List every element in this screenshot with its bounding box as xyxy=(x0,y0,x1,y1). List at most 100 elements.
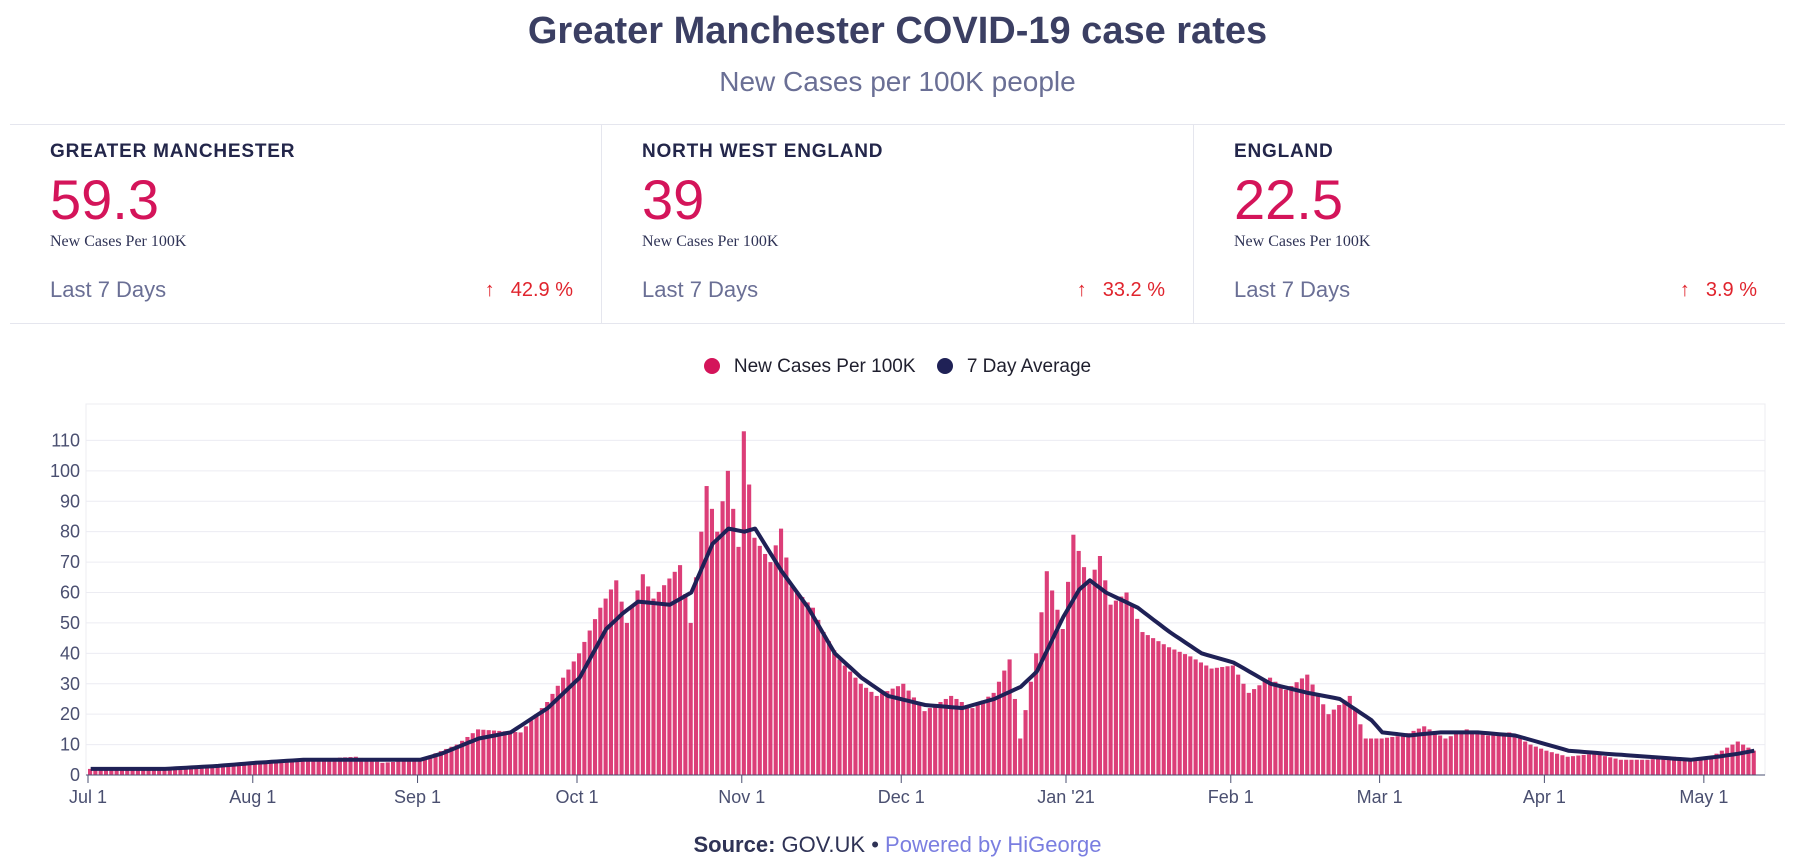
daily-bar xyxy=(226,765,231,775)
daily-bar xyxy=(1034,653,1039,775)
daily-bar xyxy=(1363,738,1368,775)
x-tick-label: Dec 1 xyxy=(878,787,925,807)
daily-bar xyxy=(1299,678,1305,775)
daily-bar xyxy=(1188,656,1193,775)
daily-bar xyxy=(672,571,677,775)
daily-bar xyxy=(1103,580,1108,775)
daily-bar xyxy=(757,545,762,775)
daily-bar xyxy=(1406,733,1411,775)
footer: Source: GOV.UK • Powered by HiGeorge xyxy=(0,832,1795,858)
daily-bar xyxy=(810,607,815,775)
daily-bar xyxy=(114,768,119,775)
legend-dot-icon xyxy=(936,358,953,374)
daily-bar xyxy=(1475,732,1480,775)
change-value: 3.9 % xyxy=(1705,279,1757,301)
card-unit: New Cases Per 100K xyxy=(50,233,187,250)
daily-bar xyxy=(183,767,188,775)
daily-bar xyxy=(603,598,608,775)
daily-bar xyxy=(173,768,178,775)
legend-item-7-day-average[interactable]: 7 Day Average xyxy=(936,356,1091,378)
daily-bar xyxy=(1714,753,1719,775)
chart-legend: New Cases Per 100K 7 Day Average xyxy=(0,356,1795,378)
daily-bar xyxy=(1182,654,1188,775)
daily-bar xyxy=(305,759,311,775)
daily-bar xyxy=(842,665,847,775)
daily-bar xyxy=(608,589,614,775)
arrow-up-icon: ↑ xyxy=(1076,279,1087,301)
daily-bar xyxy=(869,691,874,775)
daily-bar xyxy=(215,765,220,775)
daily-bar xyxy=(709,508,715,775)
daily-bar xyxy=(1326,714,1331,775)
daily-bar xyxy=(236,764,241,775)
card-change: ↑ 42.9 % xyxy=(485,279,573,302)
daily-bar xyxy=(778,528,784,775)
x-tick-label: Feb 1 xyxy=(1208,787,1254,807)
y-tick-label: 100 xyxy=(50,461,80,481)
daily-bar xyxy=(534,714,539,775)
daily-bar xyxy=(476,729,481,775)
case-rate-chart: 0 10 20 30 40 50 60 70 80 90 100 110 Jul 1 Aug 1 Sep 1… xyxy=(50,403,1766,807)
daily-bar xyxy=(529,720,534,775)
daily-bar xyxy=(348,757,353,775)
daily-bar xyxy=(1570,756,1576,775)
daily-bar xyxy=(1018,738,1023,775)
daily-bar xyxy=(1246,692,1251,775)
daily-bar xyxy=(619,601,624,775)
arrow-up-icon: ↑ xyxy=(484,279,495,301)
daily-bar xyxy=(1624,759,1629,775)
daily-bar xyxy=(1698,759,1703,775)
card-value: 22.5 xyxy=(1234,168,1343,231)
daily-bar xyxy=(906,690,911,775)
daily-bar xyxy=(1087,583,1092,775)
daily-bar xyxy=(1735,741,1740,775)
seven-day-average-line xyxy=(90,526,1755,771)
daily-bar xyxy=(204,766,210,775)
daily-bar xyxy=(848,671,853,775)
powered-by-link[interactable]: Powered by HiGeorge xyxy=(885,832,1102,857)
daily-bar xyxy=(662,585,667,775)
daily-bar xyxy=(571,661,576,775)
daily-bar xyxy=(693,577,699,775)
daily-bar xyxy=(353,756,358,775)
daily-bar xyxy=(1023,710,1028,775)
daily-bar xyxy=(406,760,412,775)
daily-bar xyxy=(874,695,879,775)
daily-bar xyxy=(242,763,247,775)
y-tick-label: 30 xyxy=(60,674,80,694)
daily-bar xyxy=(1347,695,1352,775)
daily-bar xyxy=(268,761,273,775)
daily-bar xyxy=(1454,733,1459,775)
daily-bar xyxy=(1411,730,1416,775)
daily-bar xyxy=(231,764,236,775)
daily-bar xyxy=(1119,596,1124,775)
daily-bar xyxy=(1310,684,1315,775)
daily-bar xyxy=(1129,605,1134,775)
daily-bar xyxy=(1422,726,1427,775)
daily-bar xyxy=(513,732,518,775)
daily-bar xyxy=(1390,736,1395,775)
daily-bar xyxy=(725,470,730,775)
card-change: ↑ 3.9 % xyxy=(1680,279,1757,302)
daily-bar xyxy=(1730,744,1735,775)
daily-bar xyxy=(1177,651,1182,775)
daily-bar xyxy=(1512,735,1517,775)
daily-bar xyxy=(1629,759,1634,775)
daily-bar xyxy=(1656,758,1661,775)
card-region: GREATER MANCHESTER xyxy=(50,141,296,162)
daily-bar xyxy=(922,711,927,775)
legend-item-new-cases[interactable]: New Cases Per 100K xyxy=(703,356,916,378)
daily-bar xyxy=(566,669,571,775)
x-tick-label: Sep 1 xyxy=(394,787,441,807)
daily-bar xyxy=(784,557,789,775)
y-tick-label: 70 xyxy=(60,552,80,572)
daily-bar xyxy=(975,704,980,775)
y-tick-label: 60 xyxy=(60,583,80,603)
daily-bar xyxy=(805,602,810,775)
daily-bar xyxy=(677,565,683,775)
daily-bar xyxy=(1671,756,1677,775)
daily-bar xyxy=(656,591,661,775)
daily-bar xyxy=(199,766,204,775)
daily-bar xyxy=(832,650,837,775)
daily-bar xyxy=(1044,571,1049,775)
